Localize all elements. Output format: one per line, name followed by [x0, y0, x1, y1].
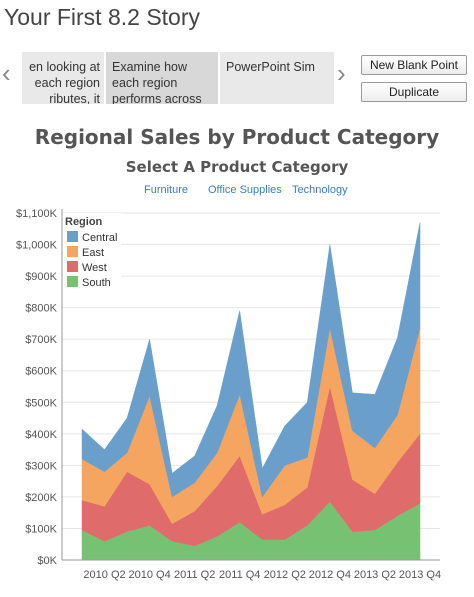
x-tick-label: 2011 Q4	[219, 569, 260, 581]
story-point-3-line: PowerPoint Sim	[226, 60, 315, 74]
x-tick-label: 2010 Q4	[128, 569, 170, 581]
legend-swatch-central[interactable]	[67, 231, 78, 242]
y-tick-label: $700K	[25, 334, 57, 346]
chevron-left-icon[interactable]: ‹	[2, 58, 11, 88]
story-point-2-line: each region	[112, 76, 178, 90]
y-tick-label: $1,100K	[16, 208, 58, 220]
legend-swatch-east[interactable]	[67, 246, 78, 257]
filter-office-supplies-link[interactable]: Office Supplies	[208, 184, 282, 196]
legend-label-south[interactable]: South	[82, 277, 111, 289]
filter-furniture-link[interactable]: Furniture	[144, 184, 189, 196]
story-title: Your First 8.2 Story	[4, 4, 201, 30]
story-point-1-line: each region	[34, 76, 100, 90]
y-tick-label: $900K	[25, 271, 57, 283]
y-tick-label: $0K	[37, 555, 57, 567]
y-tick-label: $600K	[25, 366, 57, 378]
y-tick-label: $1,000K	[16, 240, 58, 252]
y-tick-label: $300K	[25, 460, 57, 472]
x-tick-label: 2012 Q2	[264, 569, 306, 581]
duplicate-button[interactable]: Duplicate	[361, 82, 467, 102]
area-central[interactable]	[81, 222, 421, 498]
x-tick-label: 2013 Q4	[399, 569, 441, 581]
y-tick-label: $800K	[25, 303, 57, 315]
new-blank-point-button[interactable]: New Blank Point	[361, 55, 467, 75]
dashboard-subtitle: Select A Product Category	[125, 158, 349, 176]
story-point-1-line: ributes, it	[49, 92, 100, 104]
y-tick-label: $200K	[25, 492, 57, 504]
legend-label-central[interactable]: Central	[82, 232, 117, 244]
legend-swatch-south[interactable]	[67, 276, 78, 287]
x-tick-label: 2011 Q2	[174, 569, 215, 581]
legend-label-west[interactable]: West	[82, 262, 107, 274]
story-point-navigator: en looking at each region ributes, it Ex…	[22, 52, 334, 104]
chevron-right-icon[interactable]: ›	[337, 58, 346, 88]
y-tick-label: $400K	[25, 429, 57, 441]
filter-technology-link[interactable]: Technology	[292, 184, 348, 196]
legend-label-east[interactable]: East	[82, 247, 104, 259]
x-tick-label: 2012 Q4	[309, 569, 351, 581]
story-point-1-line: en looking at	[29, 60, 100, 74]
story-point-2-line: Examine how	[112, 60, 188, 74]
story-point-1[interactable]: en looking at each region ributes, it	[22, 52, 104, 104]
x-tick-label: 2013 Q2	[354, 569, 396, 581]
story-point-3[interactable]: PowerPoint Sim	[220, 52, 334, 104]
legend-title: Region	[65, 216, 103, 228]
dashboard-title: Regional Sales by Product Category	[34, 125, 440, 149]
y-tick-label: $500K	[25, 397, 57, 409]
story-point-2-active[interactable]: Examine how each region performs across	[106, 52, 218, 104]
y-tick-label: $100K	[25, 523, 57, 535]
story-point-2-line: performs across	[112, 92, 202, 104]
legend-swatch-west[interactable]	[67, 261, 78, 272]
x-tick-label: 2010 Q2	[83, 569, 125, 581]
